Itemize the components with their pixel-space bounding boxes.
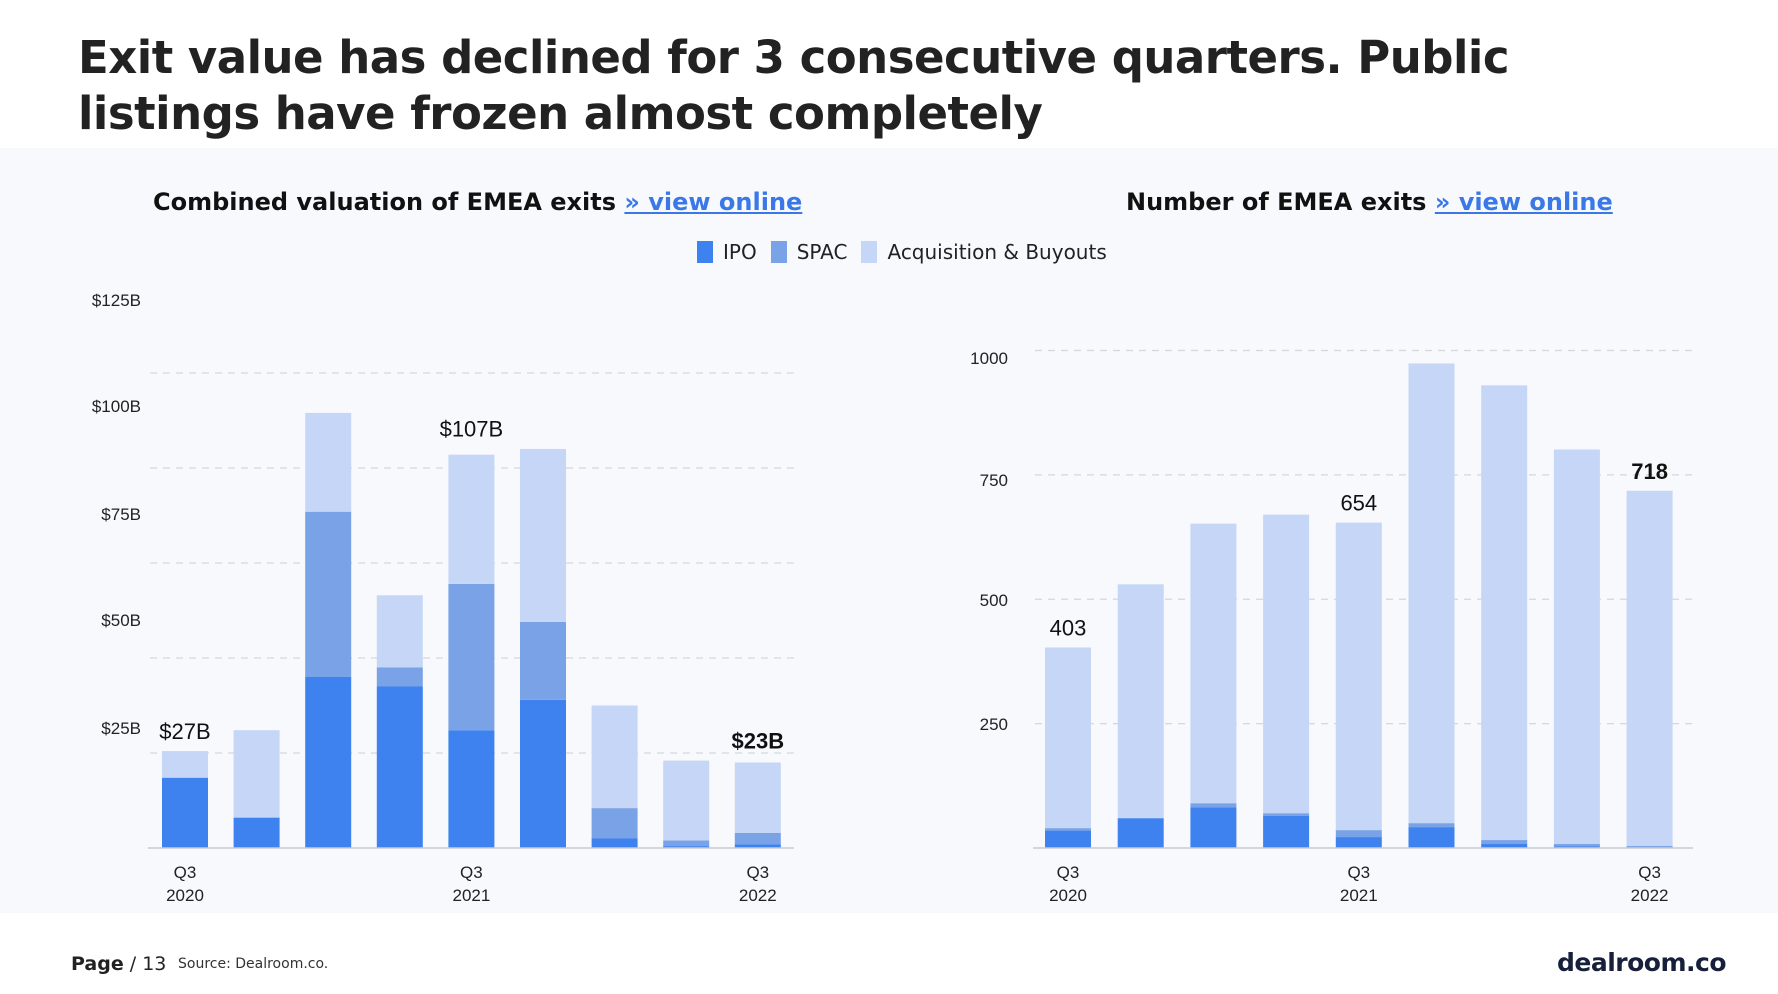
page-label: Page <box>71 953 124 975</box>
left-bar-acquisition-buyouts <box>591 705 638 809</box>
legend-swatch-spac <box>770 241 787 263</box>
left-bar-ipo <box>591 838 638 848</box>
left-bar-ipo <box>448 730 495 848</box>
right-data-label: 654 <box>1340 491 1377 516</box>
right-bar-spac <box>1190 803 1237 808</box>
chart-legend: IPO SPAC Acquisition & Buyouts <box>697 240 1121 264</box>
left-y-tick-label: $75B <box>101 505 141 524</box>
left-data-label: $107B <box>440 417 504 442</box>
left-y-tick-label: $125B <box>92 291 141 310</box>
right-bar-spac <box>1408 823 1455 828</box>
page-title: Exit value has declined for 3 consecutiv… <box>78 31 1510 140</box>
right-bar-ipo <box>1190 807 1237 848</box>
left-bar-acquisition-buyouts <box>162 751 208 778</box>
left-bar-spac <box>734 832 781 845</box>
left-x-tick-label: Q3 <box>460 863 483 882</box>
dealroom-logo: dealroom.co <box>1556 948 1727 977</box>
left-bar-ipo <box>233 817 280 848</box>
left-bar-acquisition-buyouts <box>233 730 280 818</box>
left-bar-spac <box>520 621 566 700</box>
left-bar-ipo <box>305 677 352 848</box>
left-x-tick-label: 2022 <box>739 886 777 905</box>
right-bar-spac <box>1553 844 1600 847</box>
right-y-tick-label: 500 <box>980 591 1008 610</box>
right-data-label: 403 <box>1050 616 1087 641</box>
right-x-tick-label: Q3 <box>1347 863 1370 882</box>
left-bar-acquisition-buyouts <box>305 412 352 512</box>
right-bar-ipo <box>1263 815 1310 848</box>
left-data-label: $23B <box>732 729 785 754</box>
right-bar-acquisition-buyouts <box>1553 449 1600 845</box>
right-bar-acquisition-buyouts <box>1117 584 1164 819</box>
right-y-tick-label: 250 <box>980 715 1008 734</box>
left-bar-ipo <box>376 686 423 848</box>
left-x-tick-label: 2021 <box>452 886 490 905</box>
right-bar-acquisition-buyouts <box>1045 647 1091 829</box>
left-bar-acquisition-buyouts <box>663 760 710 841</box>
legend-label-spac: SPAC <box>796 240 848 264</box>
left-x-tick-label: Q3 <box>746 863 769 882</box>
right-view-online-link[interactable]: » view online <box>1434 188 1613 216</box>
right-bar-spac <box>1263 813 1310 816</box>
legend-label-ipo: IPO <box>723 240 757 264</box>
legend-item-acquisition: Acquisition & Buyouts <box>861 240 1107 264</box>
right-bar-ipo <box>1408 827 1455 848</box>
left-bar-acquisition-buyouts <box>734 762 781 833</box>
left-bar-spac <box>591 808 638 839</box>
right-y-tick-label: 1000 <box>970 349 1008 368</box>
right-bar-acquisition-buyouts <box>1190 523 1237 804</box>
right-bar-ipo <box>1045 830 1091 848</box>
right-x-tick-label: Q3 <box>1057 863 1080 882</box>
right-bar-spac <box>1045 828 1091 831</box>
right-chart-title-text: Number of EMEA exits <box>1126 188 1427 216</box>
left-bar-spac <box>376 667 423 687</box>
left-view-online-link[interactable]: » view online <box>624 188 803 216</box>
legend-label-acquisition: Acquisition & Buyouts <box>887 240 1107 264</box>
left-chart-title-text: Combined valuation of EMEA exits <box>153 188 617 216</box>
right-x-tick-label: 2022 <box>1631 886 1669 905</box>
left-bar-acquisition-buyouts <box>376 595 423 668</box>
left-bar-spac <box>448 583 495 731</box>
right-bar-ipo <box>1335 837 1382 848</box>
right-bar-ipo <box>1117 818 1164 848</box>
left-bar-ipo <box>162 777 208 848</box>
left-x-tick-label: Q3 <box>174 863 197 882</box>
source-note: Source: Dealroom.co. <box>178 956 329 972</box>
left-y-tick-label: $25B <box>101 719 141 738</box>
right-bar-spac <box>1335 830 1382 838</box>
page-indicator: Page / 13 <box>71 953 166 975</box>
left-data-label: $27B <box>159 719 210 744</box>
right-bar-ipo <box>1481 844 1528 848</box>
right-bar-spac <box>1481 840 1528 845</box>
right-x-tick-label: 2020 <box>1049 886 1087 905</box>
left-bar-acquisition-buyouts <box>448 454 495 584</box>
left-bar-ipo <box>663 846 710 848</box>
left-chart-title: Combined valuation of EMEA exits » view … <box>153 188 802 216</box>
legend-item-spac: SPAC <box>770 240 848 264</box>
right-bar-spac <box>1626 846 1673 848</box>
left-y-tick-label: $100B <box>92 397 141 416</box>
page-number: / 13 <box>129 953 167 975</box>
right-bar-acquisition-buyouts <box>1408 363 1455 824</box>
left-bar-acquisition-buyouts <box>520 449 566 622</box>
legend-swatch-acquisition <box>861 241 878 263</box>
right-y-tick-label: 750 <box>980 471 1008 490</box>
left-bar-spac <box>663 840 710 847</box>
legend-item-ipo: IPO <box>697 240 757 264</box>
right-bar-acquisition-buyouts <box>1263 514 1310 814</box>
left-bar-spac <box>305 511 352 677</box>
left-bar-ipo <box>734 844 781 848</box>
right-x-tick-label: 2021 <box>1340 886 1378 905</box>
right-bar-acquisition-buyouts <box>1481 385 1528 841</box>
right-chart-title: Number of EMEA exits » view online <box>1126 188 1613 216</box>
right-x-tick-label: Q3 <box>1638 863 1661 882</box>
legend-swatch-ipo <box>697 241 713 263</box>
left-x-tick-label: 2020 <box>166 886 204 905</box>
right-data-label: 718 <box>1631 459 1668 484</box>
right-bar-acquisition-buyouts <box>1335 522 1382 831</box>
left-y-tick-label: $50B <box>101 611 141 630</box>
right-bar-acquisition-buyouts <box>1626 490 1673 847</box>
left-bar-ipo <box>520 699 566 848</box>
